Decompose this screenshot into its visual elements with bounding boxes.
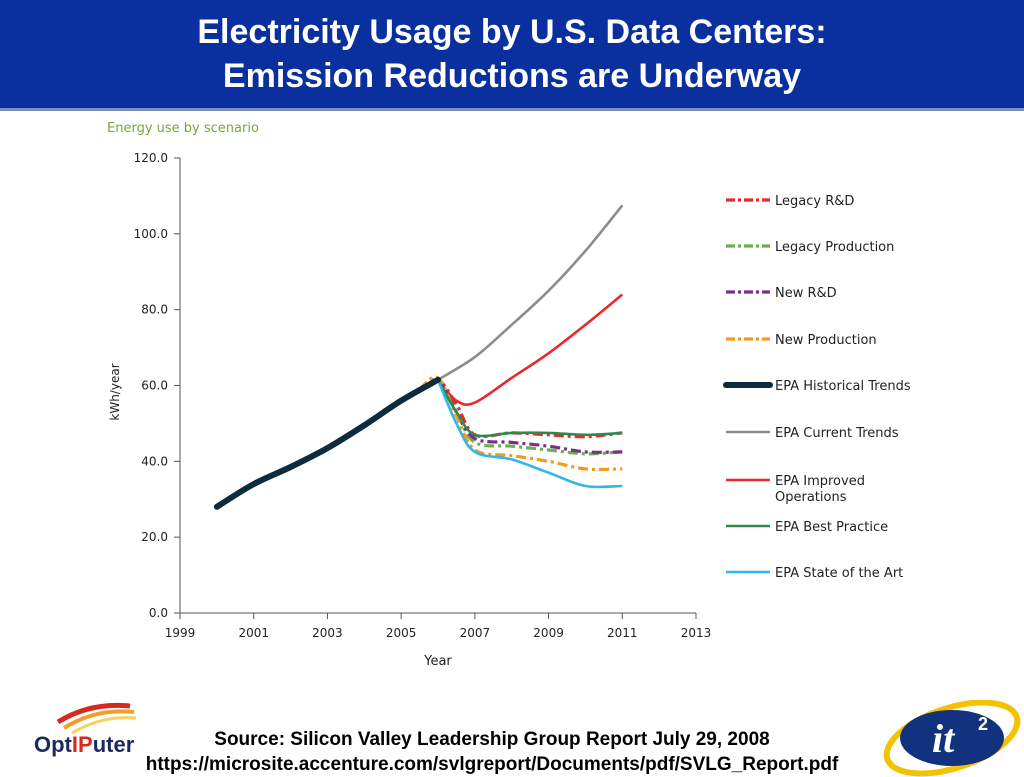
series-line-epa-historical-trends bbox=[213, 376, 441, 510]
chart-axes: 1999 2001 2003 2005 2007 2009 2011 2013 0.0 20.0 4… bbox=[134, 151, 712, 640]
x-tick-label: 2009 bbox=[533, 626, 564, 640]
legend-label-legacy-production: Legacy Production bbox=[775, 240, 894, 255]
y-axis-label: kWh/year bbox=[108, 363, 122, 420]
source-citation: Source: Silicon Valley Leadership Group … bbox=[214, 729, 770, 750]
x-tick-label: 2013 bbox=[681, 626, 712, 640]
x-tick-label: 2001 bbox=[238, 626, 269, 640]
slide-title-line-1: Electricity Usage by U.S. Data Centers: bbox=[197, 13, 827, 51]
legend-label-epa-improved-operations: EPA Improved bbox=[775, 474, 865, 489]
source-url: https://microsite.accenture.com/svlgrepo… bbox=[145, 754, 839, 775]
it2-logo: it 2 bbox=[883, 700, 1021, 777]
x-tick-label: 2007 bbox=[460, 626, 491, 640]
chart-legend: Legacy R&D Legacy Production New R&D New Pr… bbox=[723, 194, 911, 581]
chart-series-layer bbox=[213, 204, 624, 510]
x-tick-label: 2003 bbox=[312, 626, 343, 640]
x-tick-label: 2005 bbox=[386, 626, 417, 640]
series-line-epa-state-of-the-art bbox=[436, 379, 623, 489]
legend-label-new-r-d: New R&D bbox=[775, 286, 837, 301]
x-axis-label: Year bbox=[423, 654, 452, 669]
x-tick-label: 2011 bbox=[607, 626, 638, 640]
series-line-new-production bbox=[418, 375, 623, 472]
optiputer-logo: OptIPuter bbox=[34, 702, 137, 757]
legend-label-epa-best-practice: EPA Best Practice bbox=[775, 520, 888, 535]
legend-label-legacy-r-d: Legacy R&D bbox=[775, 194, 854, 209]
svg-text:OptIPuter: OptIPuter bbox=[34, 732, 135, 757]
x-tick-label: 1999 bbox=[165, 626, 196, 640]
chart-title: Energy use by scenario bbox=[107, 121, 259, 136]
series-line-legacy-production bbox=[418, 377, 623, 456]
title-bar: Electricity Usage by U.S. Data Centers: … bbox=[0, 0, 1024, 108]
legend-label-epa-state-of-the-art: EPA State of the Art bbox=[775, 566, 903, 581]
legend-label-new-production: New Production bbox=[775, 333, 877, 348]
y-tick-label: 40.0 bbox=[141, 454, 168, 468]
series-line-epa-current-trends bbox=[437, 204, 624, 381]
svg-text:it: it bbox=[932, 716, 956, 761]
y-tick-label: 60.0 bbox=[141, 379, 168, 393]
y-tick-label: 120.0 bbox=[134, 151, 168, 165]
legend-label-epa-current-trends: EPA Current Trends bbox=[775, 426, 899, 441]
legend-label-epa-historical-trends: EPA Historical Trends bbox=[775, 379, 911, 394]
svg-text:2: 2 bbox=[978, 714, 988, 734]
series-line-new-r-d bbox=[418, 377, 623, 454]
y-tick-label: 0.0 bbox=[149, 606, 168, 620]
y-tick-label: 80.0 bbox=[141, 303, 168, 317]
series-line-epa-best-practice bbox=[436, 379, 623, 438]
legend-label-epa-improved-operations: Operations bbox=[775, 490, 847, 505]
y-tick-label: 20.0 bbox=[141, 530, 168, 544]
energy-use-chart: Energy use by scenario 1999 2001 2003 2005 2… bbox=[107, 121, 911, 669]
series-line-epa-improved-operations bbox=[437, 293, 624, 406]
y-tick-label: 100.0 bbox=[134, 227, 168, 241]
slide-title-line-2: Emission Reductions are Underway bbox=[222, 57, 802, 95]
